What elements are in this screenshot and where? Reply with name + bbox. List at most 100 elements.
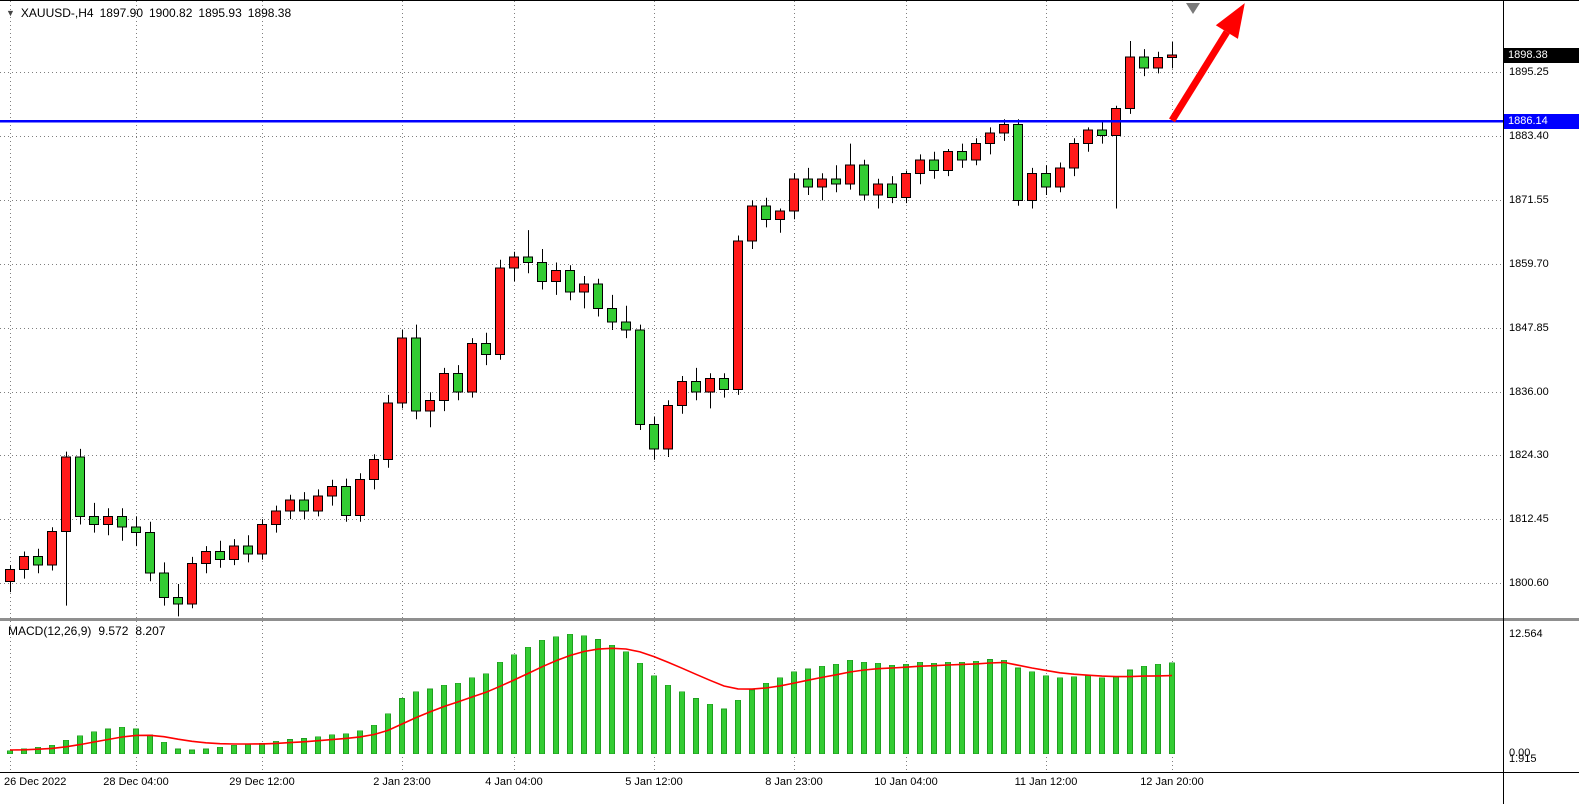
candle — [635, 324, 645, 430]
candle-body — [817, 178, 827, 188]
candle-body — [929, 159, 939, 172]
macd-bar — [287, 739, 293, 755]
macd-bar — [497, 661, 503, 754]
macd-main-value: 9.572 — [98, 624, 129, 638]
candle-body — [1083, 129, 1093, 145]
time-axis-label: 28 Dec 04:00 — [103, 776, 169, 788]
candle — [327, 479, 337, 506]
macd-axis-label: 0.00 — [1509, 747, 1531, 760]
candle-body — [691, 380, 701, 393]
candle-body — [173, 597, 183, 605]
candle-body — [1125, 56, 1135, 109]
macd-bar — [679, 691, 685, 755]
macd-bar — [973, 661, 979, 755]
candle — [859, 159, 869, 201]
price-axis[interactable]: 1898.38 1886.14 1895.25 1883.40 1871.55 185… — [1503, 1, 1579, 804]
candle — [201, 546, 211, 574]
candle — [929, 151, 939, 179]
candle-body — [467, 343, 477, 393]
candle — [425, 392, 435, 428]
candle-body — [761, 205, 771, 220]
macd-bar — [763, 682, 769, 755]
candle-body — [957, 151, 967, 161]
candle — [565, 265, 575, 301]
candle-body — [663, 405, 673, 450]
candle-body — [411, 337, 421, 412]
price-axis-label: 1883.40 — [1509, 129, 1549, 142]
candle-body — [495, 267, 505, 355]
price-axis-label: 1824.30 — [1509, 448, 1549, 461]
candle — [383, 394, 393, 468]
macd-bar — [707, 703, 713, 755]
macd-bar — [651, 675, 657, 755]
macd-bar — [273, 741, 279, 755]
candle — [537, 249, 547, 290]
symbol-dropdown-icon[interactable]: ▼ — [6, 8, 15, 18]
time-axis-label: 4 Jan 04:00 — [485, 776, 543, 788]
candle-body — [103, 515, 113, 526]
macd-bar — [1169, 662, 1175, 755]
candle — [1139, 49, 1149, 77]
hline-price-badge: 1886.14 — [1504, 113, 1579, 129]
macd-bar — [1099, 677, 1105, 755]
candle-body — [635, 329, 645, 425]
candle-body — [873, 183, 883, 196]
macd-bar — [301, 738, 307, 754]
candle — [761, 197, 771, 228]
candle — [1083, 127, 1093, 152]
candle — [159, 562, 169, 606]
candle — [439, 367, 449, 412]
macd-bar — [483, 673, 489, 755]
candle — [243, 535, 253, 563]
macd-bar — [609, 644, 615, 755]
chart-header: ▼ XAUUSD-,H4 1897.90 1900.82 1895.93 189… — [6, 6, 291, 20]
candle-body — [89, 515, 99, 526]
macd-bar — [1127, 669, 1133, 755]
arrow-shaft — [1169, 30, 1230, 123]
candle-body — [215, 551, 225, 561]
ohlc-high-value: 1900.82 — [149, 6, 193, 20]
macd-bar — [329, 734, 335, 755]
candle-body — [859, 164, 869, 196]
candle — [355, 473, 365, 522]
candle-body — [1041, 172, 1051, 188]
candle — [1167, 42, 1177, 69]
macd-bar — [791, 671, 797, 755]
macd-bar — [7, 750, 13, 755]
macd-bar — [413, 691, 419, 755]
macd-bar — [49, 744, 55, 755]
macd-bar — [959, 661, 965, 754]
macd-bar — [987, 659, 993, 755]
time-axis-label: 26 Dec 2022 — [4, 776, 67, 788]
candle-body — [383, 402, 393, 461]
candle-body — [607, 307, 617, 323]
price-axis-label: 1836.00 — [1509, 385, 1549, 398]
candle-body — [733, 240, 743, 390]
macd-bar — [1113, 676, 1119, 754]
candle-body — [565, 270, 575, 293]
candle-body — [677, 380, 687, 407]
candle-body — [481, 343, 491, 355]
macd-bar — [385, 713, 391, 755]
macd-bar — [133, 728, 139, 755]
arrow-object[interactable] — [1169, 3, 1245, 123]
candle-body — [47, 531, 57, 566]
candle — [313, 489, 323, 517]
macd-axis-label: 12.564 — [1509, 627, 1543, 640]
candle-body — [999, 124, 1009, 134]
candle-body — [649, 424, 659, 450]
macd-bar — [819, 665, 825, 754]
macd-bar — [161, 741, 167, 754]
candle-body — [257, 524, 267, 555]
time-axis[interactable]: 26 Dec 2022 28 Dec 04:00 29 Dec 12:00 2 Jan… — [0, 773, 1579, 804]
candle — [593, 278, 603, 317]
macd-bar — [581, 635, 587, 755]
candle — [971, 138, 981, 166]
pane-separator[interactable] — [0, 618, 1579, 621]
candle — [285, 494, 295, 520]
macd-bar — [511, 654, 517, 755]
macd-bar — [203, 748, 209, 755]
candle-body — [341, 486, 351, 516]
macd-bar — [147, 734, 153, 755]
